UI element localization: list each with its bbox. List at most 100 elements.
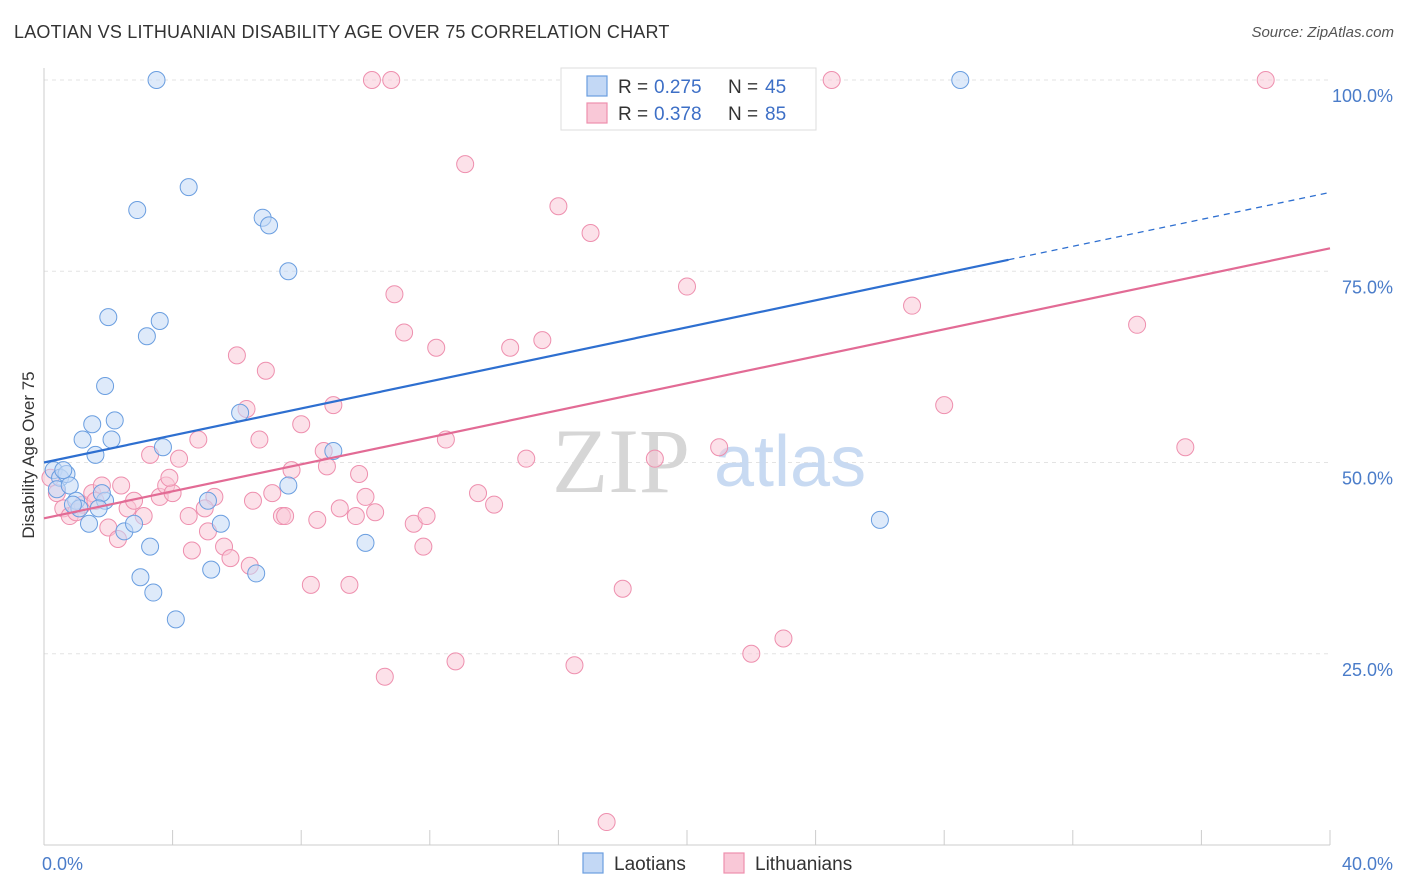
lithuanians-point bbox=[469, 484, 488, 503]
lithuanians-point bbox=[256, 361, 275, 380]
source-label: Source: ZipAtlas.com bbox=[1251, 24, 1394, 41]
lithuanians-point bbox=[417, 507, 436, 526]
lithuanians-point bbox=[1128, 315, 1147, 334]
laotians-point bbox=[260, 216, 279, 235]
lithuanians-point bbox=[221, 549, 240, 568]
lithuanians-point bbox=[414, 537, 433, 556]
lithuanians-point bbox=[774, 629, 793, 648]
trend-lines bbox=[43, 191, 1331, 520]
lithuanians-point bbox=[613, 579, 632, 598]
laotians-point bbox=[131, 568, 150, 587]
legend-r-label-0: R = bbox=[618, 77, 648, 98]
laotians-point bbox=[141, 537, 160, 556]
laotians-point bbox=[179, 178, 198, 197]
lithuanians-point bbox=[292, 415, 311, 434]
lithuanians-point bbox=[346, 507, 365, 526]
correlation-legend: R = 0.275 N = 45 R = 0.378 N = 85 bbox=[560, 67, 817, 131]
lithuanians-point bbox=[1176, 438, 1195, 457]
lithuanians-point bbox=[456, 155, 475, 174]
bottom-legend-swatch-lithuanians bbox=[723, 852, 745, 874]
lithuanians-point bbox=[362, 71, 381, 89]
lithuanians-point bbox=[678, 277, 696, 296]
lithuanians-point bbox=[446, 652, 465, 671]
legend-r-value-1: 0.378 bbox=[654, 104, 702, 125]
laotians-point bbox=[73, 430, 92, 449]
lithuanians-point bbox=[250, 430, 269, 449]
lithuanians-point bbox=[517, 449, 536, 468]
laotians-point bbox=[279, 476, 298, 495]
watermark-zip: ZIP bbox=[552, 410, 690, 512]
lithuanians-point bbox=[350, 464, 369, 483]
laotians-point bbox=[231, 403, 250, 422]
laotians-point bbox=[92, 484, 111, 503]
laotians-point bbox=[99, 308, 118, 327]
grid-lines bbox=[44, 79, 1330, 655]
lithuanians-point bbox=[330, 499, 349, 518]
laotians-point bbox=[150, 311, 169, 330]
laotians-point bbox=[356, 533, 375, 552]
laotians-point bbox=[147, 71, 166, 89]
lithuanians-point bbox=[935, 396, 954, 415]
lithuanians-point bbox=[112, 476, 131, 495]
laotians-point bbox=[324, 442, 343, 461]
x-tick-labels: 0.0% 40.0% bbox=[42, 854, 1393, 874]
lithuanians-point bbox=[903, 296, 922, 315]
lithuanians-point bbox=[597, 813, 616, 832]
lithuanians-point bbox=[565, 656, 584, 675]
lithuanians-point bbox=[382, 71, 401, 89]
laotians-point bbox=[137, 327, 156, 346]
laotians-point bbox=[60, 476, 79, 495]
legend-r-value-0: 0.275 bbox=[654, 77, 702, 98]
laotians-point bbox=[166, 610, 185, 629]
lithuanians-point bbox=[263, 484, 282, 503]
laotians-point bbox=[105, 411, 124, 430]
bottom-legend-label-lithuanians: Lithuanians bbox=[755, 854, 852, 875]
lithuanians-point bbox=[356, 487, 375, 506]
legend-n-value-0: 45 bbox=[765, 77, 786, 98]
laotians-point bbox=[125, 514, 144, 533]
laotians-point bbox=[102, 430, 121, 449]
lithuanians-point bbox=[324, 396, 343, 415]
chart-title: LAOTIAN VS LITHUANIAN DISABILITY AGE OVE… bbox=[14, 22, 670, 42]
legend-n-value-1: 85 bbox=[765, 104, 786, 125]
lithuanians-point bbox=[308, 510, 327, 529]
lithuanians-point bbox=[1256, 71, 1275, 89]
laotians-point bbox=[202, 560, 221, 579]
watermark: ZIP atlas bbox=[552, 410, 866, 512]
lithuanians-point bbox=[182, 541, 201, 560]
lithuanians-point bbox=[189, 430, 208, 449]
laotians-point bbox=[247, 564, 266, 583]
lithuanians-point bbox=[366, 503, 385, 522]
lithuanians-points bbox=[41, 71, 1275, 832]
legend-n-label-0: N = bbox=[728, 77, 758, 98]
series-legend: Laotians Lithuanians bbox=[582, 852, 852, 875]
lithuanians-point bbox=[710, 438, 729, 457]
x-tick-label-0: 0.0% bbox=[42, 854, 83, 874]
lithuanians-point bbox=[385, 285, 404, 304]
lithuanians-point bbox=[179, 507, 198, 526]
y-tick-label-1: 50.0% bbox=[1342, 469, 1393, 489]
watermark-atlas: atlas bbox=[714, 422, 866, 502]
y-tick-labels: 25.0% 50.0% 75.0% 100.0% bbox=[1332, 86, 1393, 680]
laotians-trend-line bbox=[43, 258, 1009, 464]
legend-n-label-1: N = bbox=[728, 104, 758, 125]
lithuanians-point bbox=[160, 468, 179, 487]
lithuanians-point bbox=[742, 644, 761, 663]
lithuanians-trend-line bbox=[43, 247, 1331, 520]
bottom-legend-label-laotians: Laotians bbox=[614, 854, 686, 875]
lithuanians-point bbox=[276, 507, 295, 526]
lithuanians-point bbox=[227, 346, 246, 365]
laotians-point bbox=[128, 201, 147, 220]
lithuanians-point bbox=[243, 491, 262, 510]
laotians-point bbox=[951, 71, 970, 89]
laotians-point bbox=[198, 491, 217, 510]
laotians-point bbox=[870, 510, 889, 529]
x-tick-label-1: 40.0% bbox=[1342, 854, 1393, 874]
lithuanians-point bbox=[427, 338, 446, 357]
bottom-legend-swatch-laotians bbox=[582, 852, 604, 874]
laotians-point bbox=[83, 415, 102, 434]
laotians-point bbox=[96, 377, 115, 395]
legend-swatch-lithuanians bbox=[586, 102, 608, 124]
laotians-point bbox=[144, 583, 163, 602]
